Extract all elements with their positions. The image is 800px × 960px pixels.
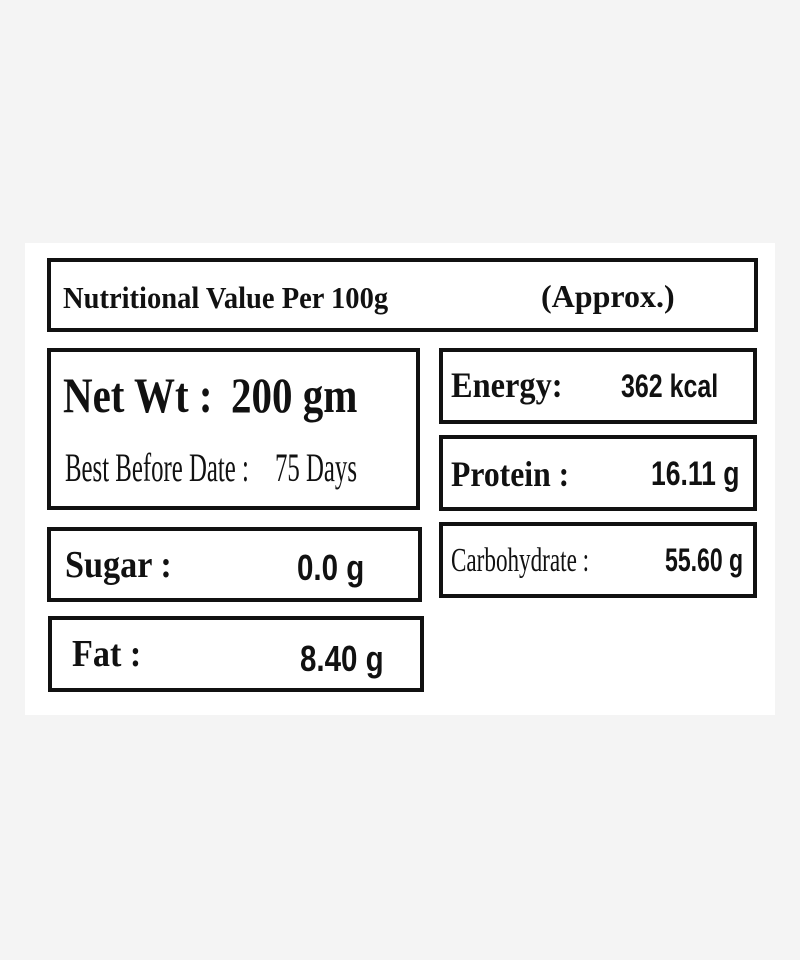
nutrient-value: 8.40 g <box>300 638 384 679</box>
net-weight-value: 200 gm <box>231 367 358 423</box>
net-weight-label: Net Wt : <box>63 367 213 423</box>
best-before-value: 75 Days <box>275 445 357 490</box>
nutrient-name: Fat : <box>72 633 142 675</box>
title-box: Nutritional Value Per 100g (Approx.) <box>47 258 758 332</box>
nutrient-name: Carbohydrate : <box>451 542 590 579</box>
title-note: (Approx.) <box>541 278 675 314</box>
nutrient-box: Energy: 362 kcal <box>439 348 757 424</box>
nutrient-value: 55.60 g <box>665 542 744 578</box>
nutrient-name: Sugar : <box>65 544 172 586</box>
best-before-label: Best Before Date : <box>65 445 249 490</box>
net-weight-box: Net Wt : 200 gm Best Before Date : 75 Da… <box>47 348 420 510</box>
nutrient-name: Energy: <box>451 365 563 405</box>
nutrient-name: Protein : <box>451 454 570 494</box>
nutrient-box: Carbohydrate : 55.60 g <box>439 522 757 598</box>
nutrient-value: 0.0 g <box>297 547 365 588</box>
nutrient-value: 16.11 g <box>651 455 740 493</box>
nutrient-box: Fat : 8.40 g <box>48 616 424 692</box>
nutrient-box: Sugar : 0.0 g <box>47 527 422 602</box>
nutrient-box: Protein : 16.11 g <box>439 435 757 511</box>
title: Nutritional Value Per 100g <box>63 280 389 315</box>
nutrient-value: 362 kcal <box>621 368 719 404</box>
